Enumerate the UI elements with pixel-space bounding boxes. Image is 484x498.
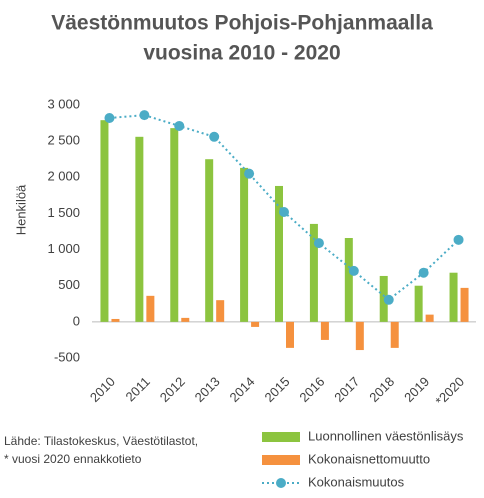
x-tick-label: 2014 xyxy=(227,374,258,405)
bar xyxy=(240,167,249,322)
y-tick-label: -500 xyxy=(54,349,80,364)
legend-label: Kokonaismuutos xyxy=(308,474,405,489)
marker xyxy=(348,265,359,276)
bar xyxy=(414,285,423,322)
bar xyxy=(449,272,458,322)
y-tick-label: 2 000 xyxy=(47,169,80,184)
source: * vuosi 2020 ennakkotieto xyxy=(4,452,142,466)
marker xyxy=(418,267,429,278)
bar xyxy=(146,295,155,322)
bar xyxy=(390,321,399,348)
marker xyxy=(209,131,220,142)
x-tick-label: 2019 xyxy=(401,374,432,405)
marker xyxy=(174,120,185,131)
bar xyxy=(309,223,318,322)
y-tick-label: 2 500 xyxy=(47,133,80,148)
marker xyxy=(313,238,324,249)
bar xyxy=(216,300,225,322)
y-tick-label: 1 500 xyxy=(47,205,80,220)
bar xyxy=(181,317,190,322)
x-tick-label: 2015 xyxy=(261,374,292,405)
legend-label: Luonnollinen väestönlisäys xyxy=(308,428,464,443)
y-tick-label: 3 000 xyxy=(47,96,80,111)
x-tick-label: *2020 xyxy=(432,374,467,409)
x-tick-label: 2017 xyxy=(331,374,362,405)
bar xyxy=(344,238,353,322)
bar xyxy=(100,120,109,322)
bar xyxy=(111,318,120,322)
marker xyxy=(453,234,464,245)
bar xyxy=(251,321,260,327)
y-tick-label: 1 000 xyxy=(47,241,80,256)
chart-title: Väestönmuutos Pohjois-Pohjanmaalla xyxy=(51,12,433,35)
bar xyxy=(379,275,388,322)
y-tick-label: 0 xyxy=(73,313,80,328)
bar xyxy=(170,128,179,322)
marker xyxy=(104,113,115,124)
bar xyxy=(205,159,214,322)
source: Lähde: Tilastokeskus, Väestötilastot, xyxy=(4,434,198,448)
x-tick-label: 2012 xyxy=(157,374,188,405)
y-tick-label: 500 xyxy=(58,277,80,292)
bar xyxy=(286,321,294,348)
chart-title: vuosina 2010 - 2020 xyxy=(143,42,340,65)
marker xyxy=(383,294,394,305)
bar xyxy=(460,287,469,322)
marker xyxy=(244,168,255,179)
legend-label: Kokonaisnettomuutto xyxy=(308,451,430,466)
marker xyxy=(139,110,150,121)
x-tick-label: 2018 xyxy=(366,374,397,405)
legend-swatch xyxy=(262,432,300,442)
bar xyxy=(135,136,144,322)
y-axis-label: Henkilöä xyxy=(13,184,28,235)
marker xyxy=(279,206,289,217)
bar xyxy=(275,185,283,322)
legend-swatch xyxy=(276,478,286,488)
bar xyxy=(320,321,329,340)
x-tick-label: 2016 xyxy=(296,374,327,405)
legend-swatch xyxy=(262,455,300,465)
x-tick-label: 2013 xyxy=(192,374,223,405)
bar xyxy=(425,314,434,322)
x-tick-label: 2011 xyxy=(123,374,153,404)
bar xyxy=(355,321,364,351)
x-tick-label: 2010 xyxy=(87,374,118,405)
